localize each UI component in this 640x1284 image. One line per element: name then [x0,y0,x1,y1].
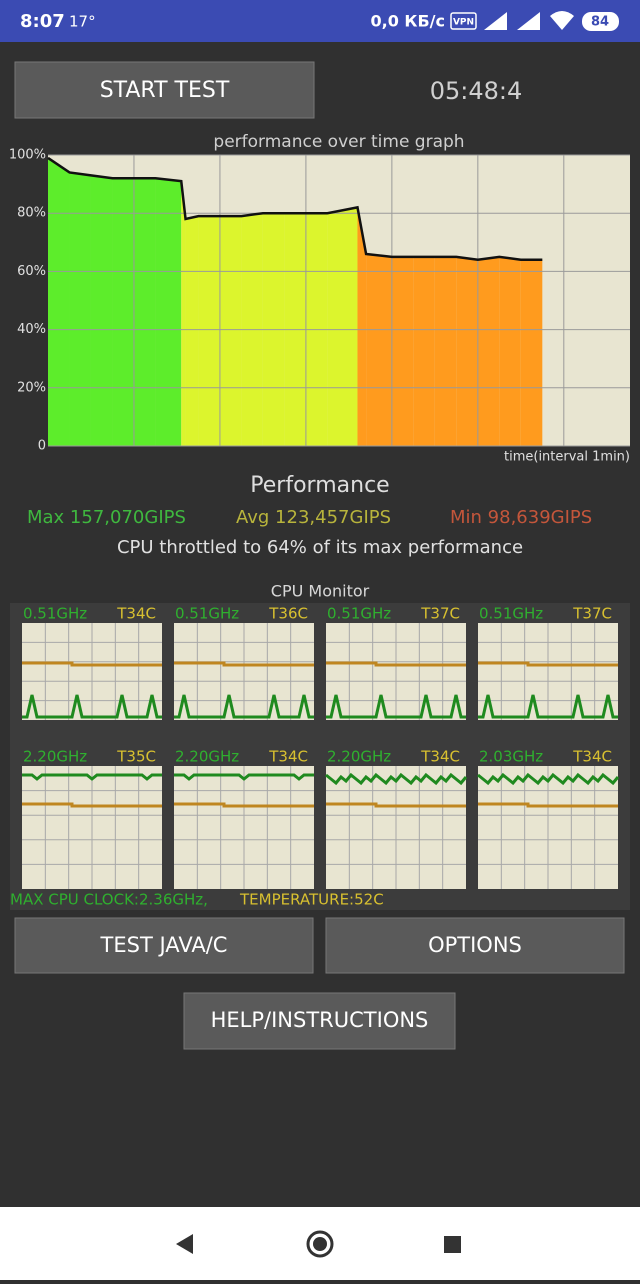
home-button[interactable] [306,1230,334,1258]
performance-area [133,178,156,446]
performance-area [357,207,367,446]
core-frequency: 2.20GHz [175,748,239,766]
start-button-label[interactable]: START TEST [100,78,230,103]
performance-area [112,178,134,446]
core-temperature: T34C [420,748,460,766]
core-frequency-trace [174,773,314,781]
performance-area [520,259,543,446]
core-temperature: T37C [572,605,612,623]
performance-area [327,207,358,446]
help-button[interactable] [183,992,456,1050]
core-frequency-trace [477,772,620,786]
core-frequency-trace [174,694,314,719]
cpu-monitor-title: CPU Monitor [271,582,370,601]
net-speed: 0,0 КБ/с [370,12,445,31]
performance-area [366,253,392,446]
performance-area [181,181,186,446]
core-temperature-trace [174,661,314,667]
y-tick-label: 100% [9,148,46,163]
performance-title: Performance [250,473,389,498]
core-temperature-trace [22,802,162,808]
performance-area [391,256,414,446]
core-frequency: 2.20GHz [327,748,391,766]
performance-area [413,256,435,446]
test-button-label[interactable]: TEST JAVA/C [100,933,228,957]
core-temperature: T36C [268,605,308,623]
performance-area [434,256,457,446]
vpn-icon [450,12,477,30]
performance-area [185,216,199,446]
battery-level: 84 [591,15,609,30]
core-frequency: 0.51GHz [175,605,239,623]
y-tick-label: 40% [17,322,46,337]
core-frequency-trace [22,773,162,781]
recents-button[interactable] [444,1236,461,1253]
signal-icon [484,12,507,30]
max-performance: Max 157,070GIPS [27,507,186,528]
performance-area [48,157,70,446]
y-tick-label: 20% [17,380,46,395]
performance-line [47,156,543,262]
battery-icon [582,12,619,31]
core-temperature: T34C [572,748,612,766]
back-button[interactable] [176,1234,193,1254]
core-frequency: 0.51GHz [327,605,391,623]
core-temperature: T37C [420,605,460,623]
core-temperature: T35C [116,748,156,766]
options-button[interactable] [325,917,625,974]
graph-title: performance over time graph [213,132,464,152]
core-frequency: 2.20GHz [23,748,87,766]
core-frequency: 0.51GHz [23,605,87,623]
core-temperature-trace [478,661,618,667]
core-temperature: T34C [268,748,308,766]
y-tick-label: 60% [17,264,46,279]
clock: 8:07 [20,11,65,32]
test-button[interactable] [14,917,314,974]
signal-icon [517,12,540,30]
performance-area [499,256,521,446]
core-frequency-trace [325,772,468,786]
core-frequency: 0.51GHz [479,605,543,623]
performance-area [477,256,500,446]
core-temperature-trace [478,802,618,808]
core-frequency-trace [478,694,618,719]
avg-performance: Avg 123,457GIPS [236,507,391,528]
min-performance: Min 98,639GIPS [450,507,592,528]
core-frequency-trace [326,694,466,719]
performance-area [219,216,242,446]
max-temperature: TEMPERATURE:52C [239,891,384,909]
x-axis-label: time(interval 1min) [504,450,630,465]
core-temperature-trace [326,661,466,667]
plot [47,154,630,447]
max-cpu-clock: MAX CPU CLOCK:2.36GHz, [10,891,208,909]
core-temperature-trace [22,661,162,667]
start-button[interactable] [14,61,315,119]
throttle-summary: CPU throttled to 64% of its max performa… [117,537,523,558]
core-frequency-trace [22,694,162,719]
core-temperature-trace [326,802,466,808]
core-temperature: T34C [116,605,156,623]
performance-area [456,256,478,446]
performance-area [69,172,91,446]
core-frequency: 2.03GHz [479,748,543,766]
weather: 17° [69,13,96,31]
help-button-label[interactable]: HELP/INSTRUCTIONS [211,1008,429,1032]
performance-area [90,175,113,446]
performance-area [198,216,220,446]
wifi-icon [550,11,574,30]
y-tick-label: 80% [17,206,46,221]
home-button-dot[interactable] [313,1237,327,1251]
y-tick-label: 0 [38,439,46,454]
status-bar [0,0,640,42]
timer: 05:48:4 [430,77,523,105]
core-temperature-trace [174,802,314,808]
cores: 0.51GHz T34C 0.51GHz T36C 0.51GHz T37C 0.51GHz… [22,605,620,889]
options-button-label[interactable]: OPTIONS [428,933,522,957]
performance-area [155,178,182,446]
vpn-label: VPN [453,18,474,28]
